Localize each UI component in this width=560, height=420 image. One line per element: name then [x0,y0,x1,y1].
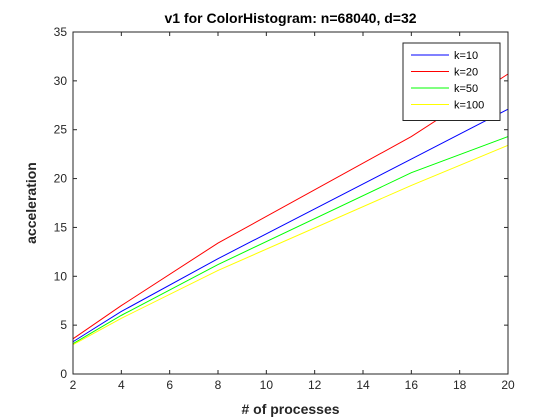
legend-label: k=100 [454,100,484,112]
x-tick-label: 10 [260,378,274,392]
legend-label: k=50 [454,83,478,95]
y-tick-label: 35 [54,25,68,39]
series-line-k-50 [72,136,509,345]
y-tick-label: 5 [60,318,67,332]
legend: k=10 k=20 k=50 k=100 [402,42,501,121]
x-tick-label: 8 [215,378,222,392]
y-tick-label: 30 [54,74,68,88]
x-axis-title: # of processes [241,401,339,417]
chart-title: v1 for ColorHistogram: n=68040, d=32 [164,10,416,26]
y-tick-label: 15 [54,220,68,234]
y-tick-label: 20 [54,172,68,186]
x-tick-label: 4 [118,378,125,392]
y-tick-label: 10 [54,269,68,283]
series-line-k-100 [72,144,509,346]
x-tick-label: 18 [453,378,467,392]
y-tick-label: 0 [60,367,67,381]
x-tick-label: 14 [356,378,370,392]
y-axis-title: acceleration [23,162,39,244]
x-tick-label: 16 [405,378,419,392]
legend-label: k=20 [454,67,478,79]
y-tick-label: 25 [54,123,68,137]
plot-frame [72,31,509,375]
legend-label: k=10 [454,50,478,62]
tick-layer: 2 4 6 8 10 12 14 16 18 20 0 5 10 15 20 25 30 35 [54,25,515,392]
x-tick-label: 2 [70,378,77,392]
x-tick-label: 6 [166,378,173,392]
series-line-k-10 [72,108,509,343]
x-tick-label: 12 [308,378,322,392]
legend-box [402,42,501,121]
x-tick-label: 20 [501,378,515,392]
